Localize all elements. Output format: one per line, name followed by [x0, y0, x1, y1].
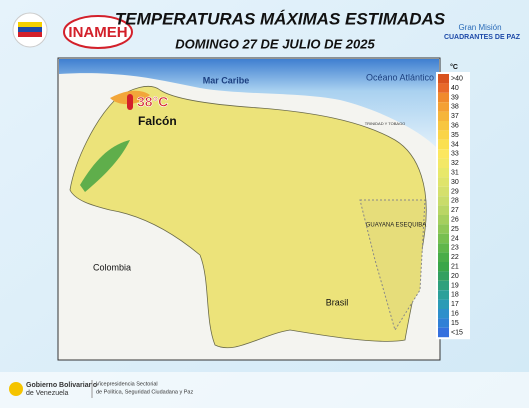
legend-swatch — [438, 205, 449, 215]
flag-stripe — [18, 22, 42, 27]
esequiba-label: GUAYANA ESEQUIBA — [366, 223, 426, 229]
highlight-place: Falcón — [138, 114, 177, 128]
legend-label: 24 — [451, 235, 459, 242]
legend-swatch — [438, 252, 449, 262]
gov-icon — [9, 382, 23, 396]
legend-swatch — [438, 121, 449, 131]
legend-swatch — [438, 111, 449, 121]
footer-band — [0, 372, 529, 408]
legend-swatch — [438, 186, 449, 197]
thermometer-icon — [127, 94, 133, 110]
legend: °C >40 40 39 38 37 36 35 34 33 32 31 30 29 28 27 26 25 24… — [436, 63, 470, 340]
legend-swatch — [438, 83, 449, 93]
legend-swatch — [438, 139, 449, 150]
legend-swatch — [438, 262, 449, 272]
colombia-label: Colombia — [93, 262, 131, 272]
legend-swatch — [438, 149, 449, 159]
legend-label: 34 — [451, 141, 459, 148]
legend-swatch — [438, 299, 449, 309]
legend-swatch — [438, 233, 449, 244]
legend-label: 31 — [451, 170, 459, 177]
highlight-value: 38°C — [137, 94, 168, 110]
legend-label: 37 — [451, 113, 459, 120]
sea — [59, 59, 439, 150]
legend-label: 18 — [451, 292, 459, 299]
legend-swatch — [438, 271, 449, 281]
date: DOMINGO 27 DE JULIO DE 2025 — [175, 36, 375, 51]
esequiba-area — [359, 199, 426, 332]
legend-label: 21 — [451, 264, 459, 271]
logo-right-bottom: CUADRANTES DE PAZ — [444, 34, 521, 41]
legend-label: 15 — [451, 320, 459, 327]
legend-swatch — [438, 280, 449, 291]
legend-swatch — [438, 92, 449, 103]
legend-label: 39 — [451, 94, 459, 101]
legend-swatch — [438, 309, 449, 319]
legend-label: >40 — [451, 76, 463, 83]
legend-swatch — [438, 130, 449, 140]
vice-line2: de Política, Seguridad Ciudadana y Paz — [96, 389, 193, 395]
neighbor-label: TRINIDAD Y TOBAGO — [365, 121, 406, 126]
legend-swatch — [438, 158, 449, 168]
vice-line1: Vicepresidencia Sectorial — [96, 381, 158, 387]
legend-label: 20 — [451, 273, 459, 280]
legend-label: 29 — [451, 188, 459, 195]
legend-swatch — [438, 74, 449, 84]
legend-swatch — [438, 215, 449, 225]
flag-stripe — [18, 27, 42, 32]
legend-label: 35 — [451, 132, 459, 139]
legend-label: 32 — [451, 160, 459, 167]
logo-right-top: Gran Misión — [458, 23, 501, 32]
legend-swatch — [438, 102, 449, 112]
brasil-label: Brasil — [326, 297, 349, 307]
andes-cool-zone — [80, 140, 130, 192]
legend-swatch — [438, 168, 449, 178]
legend-unit: °C — [450, 63, 458, 71]
legend-label: 28 — [451, 198, 459, 205]
legend-label: 17 — [451, 301, 459, 308]
legend-label: 27 — [451, 207, 459, 214]
legend-swatch — [438, 196, 449, 206]
legend-label: 26 — [451, 217, 459, 224]
legend-swatch — [438, 243, 449, 253]
inameh-logo — [63, 15, 133, 49]
legend-label: 22 — [451, 254, 459, 261]
gov-line2: de Venezuela — [26, 390, 69, 397]
legend-label: 19 — [451, 282, 459, 289]
legend-swatch — [438, 290, 449, 300]
gov-line1: Gobierno Bolivariano — [26, 382, 97, 389]
ocean-label: Océano Atlántico — [366, 72, 434, 82]
legend-label: 25 — [451, 226, 459, 233]
legend-swatch — [438, 177, 449, 187]
legend-label: 36 — [451, 123, 459, 130]
legend-label: 33 — [451, 151, 459, 158]
legend-label: 16 — [451, 311, 459, 318]
legend-label: 38 — [451, 104, 459, 111]
inameh-text: INAMEH — [68, 24, 127, 41]
legend-swatch — [438, 327, 449, 338]
flag-stripe — [18, 32, 42, 37]
legend-swatch — [438, 224, 449, 234]
legend-label: 23 — [451, 245, 459, 252]
legend-label: 30 — [451, 179, 459, 186]
legend-label: <15 — [451, 329, 463, 336]
sea-label: Mar Caribe — [203, 75, 250, 85]
legend-swatch — [438, 318, 449, 328]
title: TEMPERATURAS MÁXIMAS ESTIMADAS — [115, 9, 446, 28]
legend-label: 40 — [451, 85, 459, 92]
